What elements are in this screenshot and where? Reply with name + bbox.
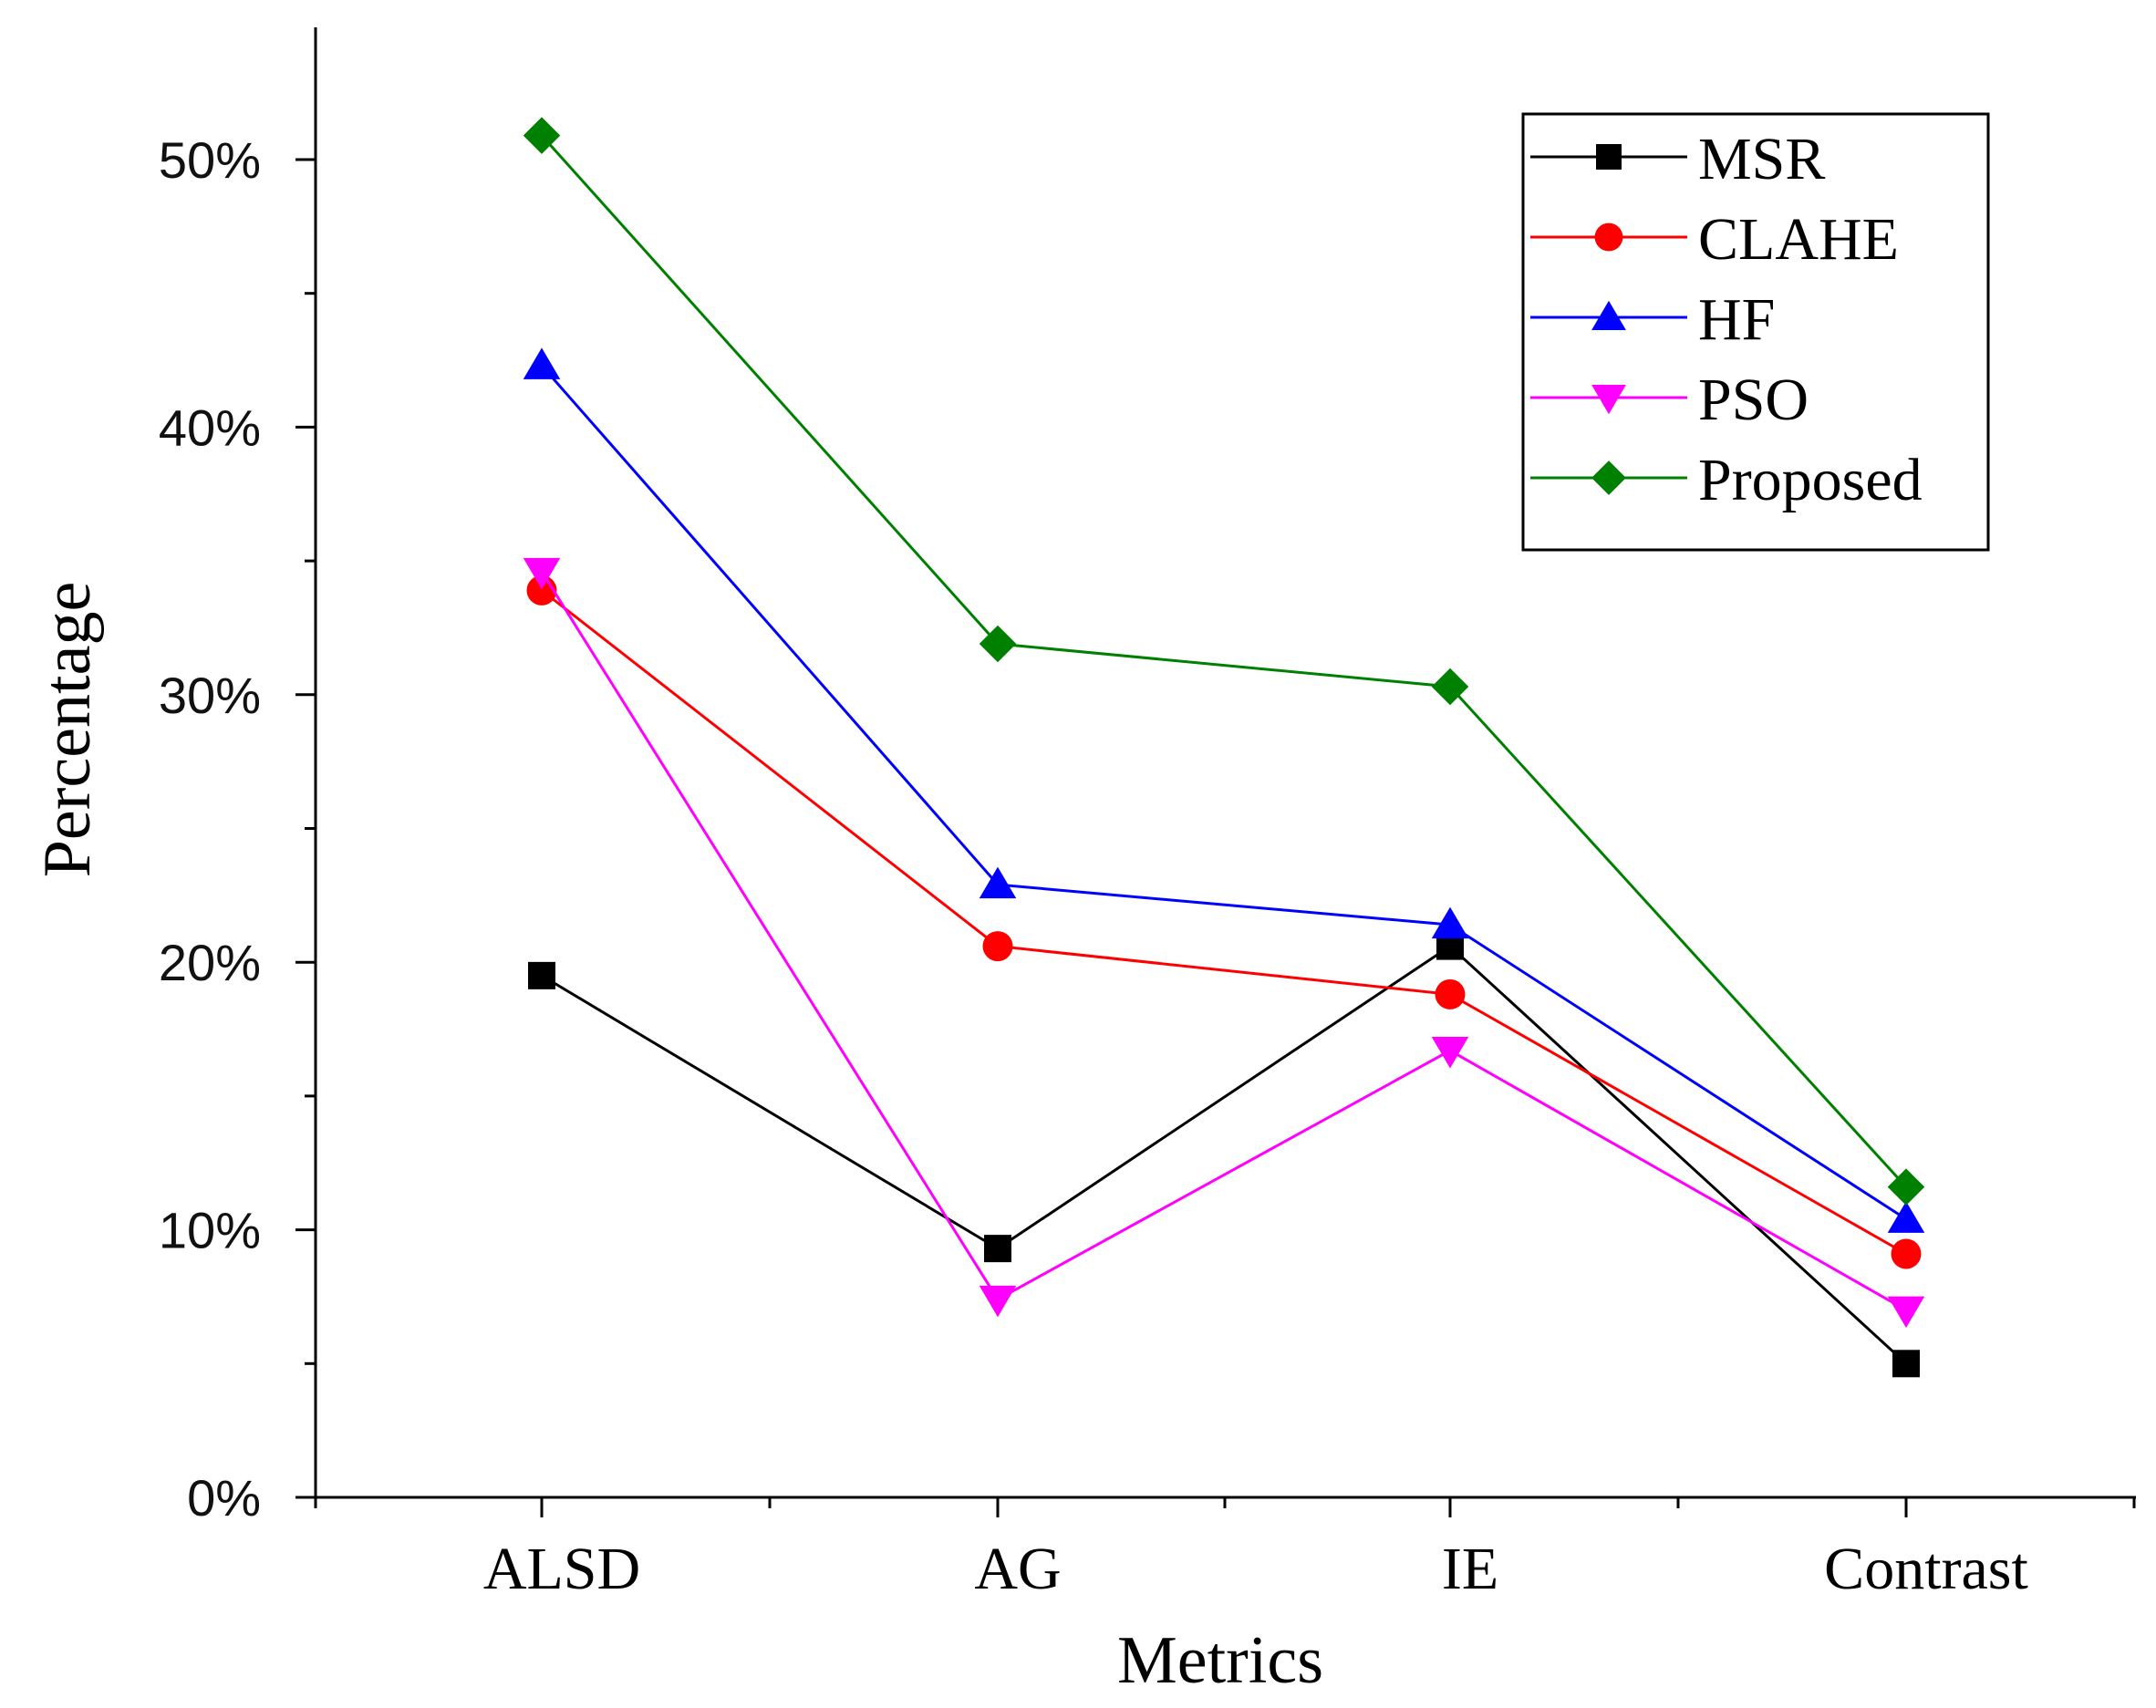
data-point-clahe [1891,1238,1922,1269]
data-point-hf [523,347,561,379]
series-clahe [526,575,1922,1269]
legend-label: PSO [1698,367,1809,433]
series-line-pso [540,571,1907,1311]
x-tick-label: ALSD [483,1536,640,1602]
legend-label: MSR [1698,126,1825,192]
data-point-pso [1431,1037,1469,1069]
legend-item-pso: PSO [1530,367,1809,433]
legend-item-clahe: CLAHE [1530,206,1899,273]
legend-marker-msr [1596,144,1622,170]
y-axis-title: Percentage [30,582,105,878]
x-axis-title: Metrics [1117,1623,1323,1698]
legend-marker-pso [1591,385,1626,415]
series-msr [528,932,1920,1378]
legend-item-msr: MSR [1530,126,1825,192]
x-tick-label: AG [974,1536,1061,1602]
y-tick-label: 30% [159,667,261,724]
data-point-msr [1892,1350,1920,1378]
legend-label: CLAHE [1698,206,1899,273]
data-point-hf [979,866,1017,899]
legend-marker-proposed [1591,461,1626,495]
legend-item-hf: HF [1530,286,1775,353]
data-point-proposed [979,625,1017,663]
y-tick-label: 10% [159,1202,261,1259]
data-point-pso [979,1285,1017,1318]
data-point-msr [984,1235,1011,1263]
series-line-hf [540,364,1907,1221]
data-point-proposed [1887,1168,1925,1206]
y-tick-label: 20% [159,934,261,991]
series-line-clahe [541,589,1907,1256]
y-tick-label: 50% [159,131,261,189]
data-point-hf [1431,906,1469,939]
data-point-msr [528,961,555,989]
data-point-clahe [1435,978,1466,1009]
series-hf [523,347,1925,1233]
legend: MSR CLAHE HF PSO Proposed [1521,112,1990,552]
series-line-msr [541,944,1908,1365]
data-point-proposed [523,117,561,154]
series-layer [523,117,1925,1378]
data-point-pso [1887,1296,1925,1329]
series-line-proposed [540,134,1908,1188]
legend-label: Proposed [1698,447,1923,513]
data-point-pso [523,557,561,590]
legend-marker-clahe [1594,223,1623,252]
data-point-hf [1887,1201,1925,1233]
legend-marker-hf [1591,300,1626,330]
y-tick-label: 40% [159,399,261,456]
x-tick-label: Contrast [1824,1536,2028,1602]
data-point-proposed [1431,668,1469,706]
axes: 0% 10% 20% 30% 40% 50% ALSD AG IE Contrast [159,27,2136,1602]
series-pso [523,557,1925,1329]
legend-item-proposed: Proposed [1530,447,1923,513]
y-tick-label: 0% [187,1469,261,1527]
data-point-clahe [982,931,1013,962]
x-tick-label: IE [1442,1536,1498,1602]
legend-label: HF [1698,286,1775,353]
series-proposed [523,117,1925,1206]
